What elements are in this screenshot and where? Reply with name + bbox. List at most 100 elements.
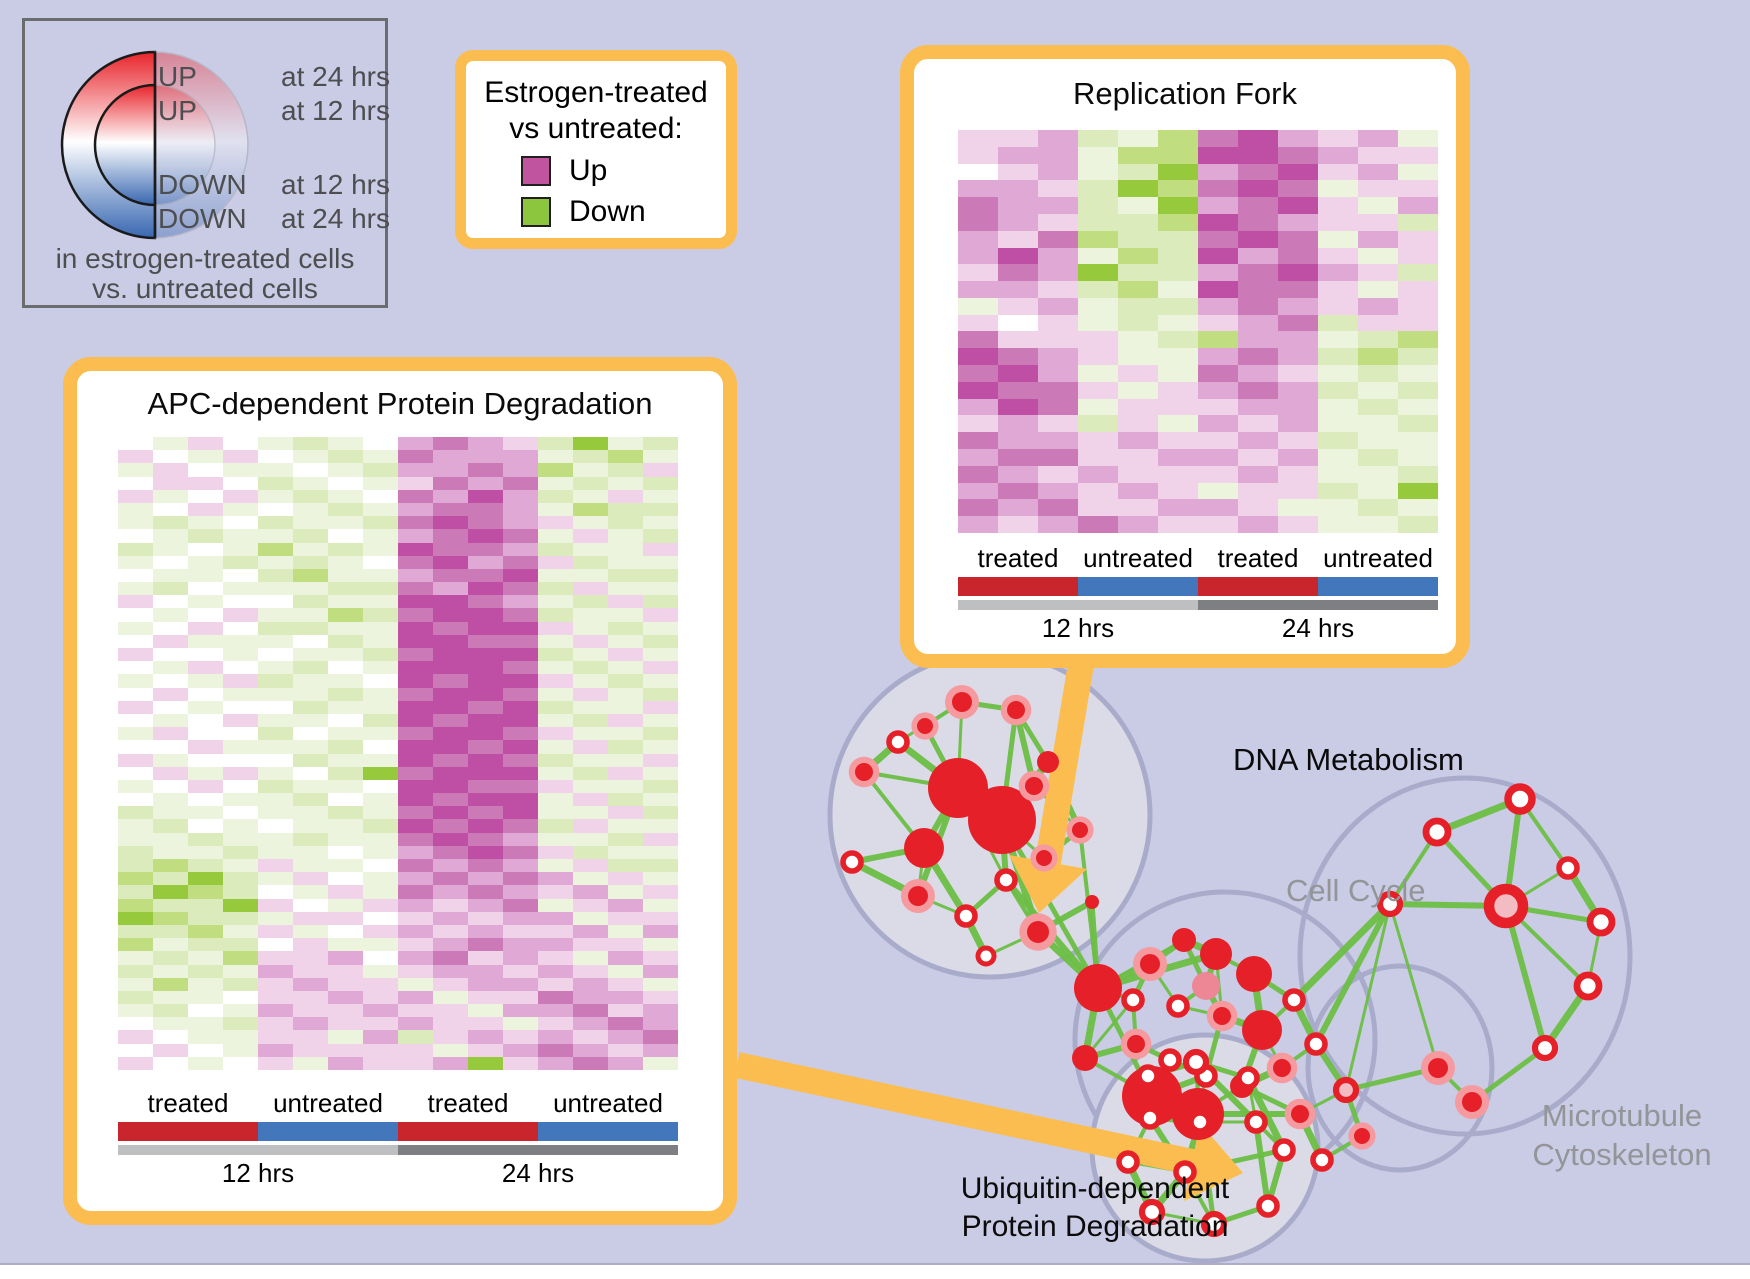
heatmap-cell xyxy=(643,911,678,925)
heatmap-cell xyxy=(258,476,293,490)
heatmap-cell xyxy=(1038,432,1078,450)
heatmap-cell xyxy=(573,1017,608,1031)
heatmap-cell xyxy=(573,687,608,701)
heatmap-cell xyxy=(363,674,398,688)
rf-group-label-3: treated xyxy=(1217,543,1299,573)
heatmap-cell xyxy=(433,885,468,899)
heatmap-cell xyxy=(188,924,223,939)
heatmap-cell xyxy=(153,687,188,701)
heatmap-cell xyxy=(608,450,643,464)
heatmap-cell xyxy=(328,450,363,464)
heatmap-cell xyxy=(1238,230,1278,248)
heatmap-cell xyxy=(188,463,223,477)
heatmap-cell xyxy=(398,859,433,873)
heatmap-cell xyxy=(223,924,258,939)
heatmap-cell xyxy=(1118,297,1158,315)
heatmap-cell xyxy=(363,700,398,714)
heatmap-cell xyxy=(223,502,258,517)
heatmap-cell xyxy=(363,938,398,952)
heatmap-cell xyxy=(643,568,678,583)
heatmap-cell xyxy=(118,608,153,622)
rf-12hr-label: 12 hrs xyxy=(1041,613,1115,643)
heatmap-cell xyxy=(643,977,678,991)
heatmap-cell xyxy=(258,1004,293,1018)
heatmap-cell xyxy=(1358,163,1398,181)
heatmap-cell xyxy=(433,819,468,833)
heatmap-cell xyxy=(363,476,398,490)
heatmap-cell xyxy=(958,180,998,198)
network-node xyxy=(886,730,910,754)
heatmap-cell xyxy=(643,555,678,569)
heatmap-cell xyxy=(223,1056,258,1070)
network-node xyxy=(1037,751,1059,773)
heatmap-cell xyxy=(538,437,573,451)
heatmap-cell xyxy=(1278,180,1318,198)
heatmap-cell xyxy=(1038,180,1078,198)
heatmap-cell xyxy=(433,555,468,569)
heatmap-cell xyxy=(538,832,573,846)
heatmap-cell xyxy=(363,634,398,648)
heatmap-cell xyxy=(363,859,398,873)
heatmap-cell xyxy=(398,924,433,939)
heatmap-cell xyxy=(998,516,1038,533)
heatmap-cell xyxy=(188,990,223,1005)
heatmap-cell xyxy=(608,885,643,899)
heatmap-cell xyxy=(153,555,188,569)
heatmap-cell xyxy=(188,793,223,807)
heatmap-cell xyxy=(363,832,398,846)
heatmap-cell xyxy=(328,990,363,1005)
heatmap-cell xyxy=(503,859,538,873)
heatmap-cell xyxy=(468,766,503,780)
heatmap-cell xyxy=(258,542,293,556)
time-label: at 12 hrs xyxy=(281,95,390,126)
heatmap-cell xyxy=(1118,213,1158,231)
heatmap-cell xyxy=(188,595,223,609)
heatmap-cell xyxy=(188,555,223,569)
heatmap-cell xyxy=(643,1004,678,1018)
heatmap-cell xyxy=(398,713,433,728)
heatmap-cell xyxy=(293,1017,328,1031)
heatmap-cell xyxy=(1398,247,1438,265)
heatmap-cell xyxy=(1238,432,1278,450)
heatmap-cell xyxy=(1398,130,1438,147)
network-node xyxy=(1291,1105,1309,1123)
heatmap-cell xyxy=(258,489,293,503)
heatmap-cell xyxy=(153,793,188,807)
heatmap-cell xyxy=(468,502,503,517)
heatmap-cell xyxy=(1198,281,1238,298)
heatmap-cell xyxy=(643,608,678,622)
heatmap-cell xyxy=(293,1043,328,1057)
heatmap-cell xyxy=(153,502,188,517)
heatmap-cell xyxy=(363,990,398,1005)
heatmap-cell xyxy=(258,700,293,714)
heatmap-cell xyxy=(1038,516,1078,533)
heatmap-cell xyxy=(433,924,468,939)
heatmap-cell xyxy=(398,845,433,859)
heatmap-cell xyxy=(573,516,608,530)
heatmap-cell xyxy=(223,766,258,780)
heatmap-cell xyxy=(1278,348,1318,366)
heatmap-cell xyxy=(293,648,328,662)
network-edge xyxy=(1253,1121,1271,1207)
heatmap-cell xyxy=(258,437,293,451)
heatmap-cell xyxy=(573,793,608,807)
heatmap-cell xyxy=(223,713,258,728)
heatmap-cell xyxy=(153,1056,188,1070)
heatmap-cell xyxy=(958,230,998,248)
heatmap-cell xyxy=(1358,415,1398,433)
network-node xyxy=(1242,1010,1282,1050)
heatmap-cell xyxy=(573,595,608,609)
heatmap-cell xyxy=(153,1004,188,1018)
heatmap-cell xyxy=(1158,381,1198,399)
heatmap-cell xyxy=(433,1030,468,1044)
heatmap-cell xyxy=(573,885,608,899)
heatmap-cell xyxy=(223,964,258,978)
heatmap-cell xyxy=(1358,465,1398,483)
heatmap-cell xyxy=(1198,516,1238,533)
heatmap-cell xyxy=(503,977,538,991)
heatmap-cell xyxy=(1038,449,1078,466)
heatmap-cell xyxy=(503,437,538,451)
heatmap-cell xyxy=(1038,247,1078,265)
heatmap-cell xyxy=(328,793,363,807)
heatmap-cell xyxy=(1158,230,1198,248)
